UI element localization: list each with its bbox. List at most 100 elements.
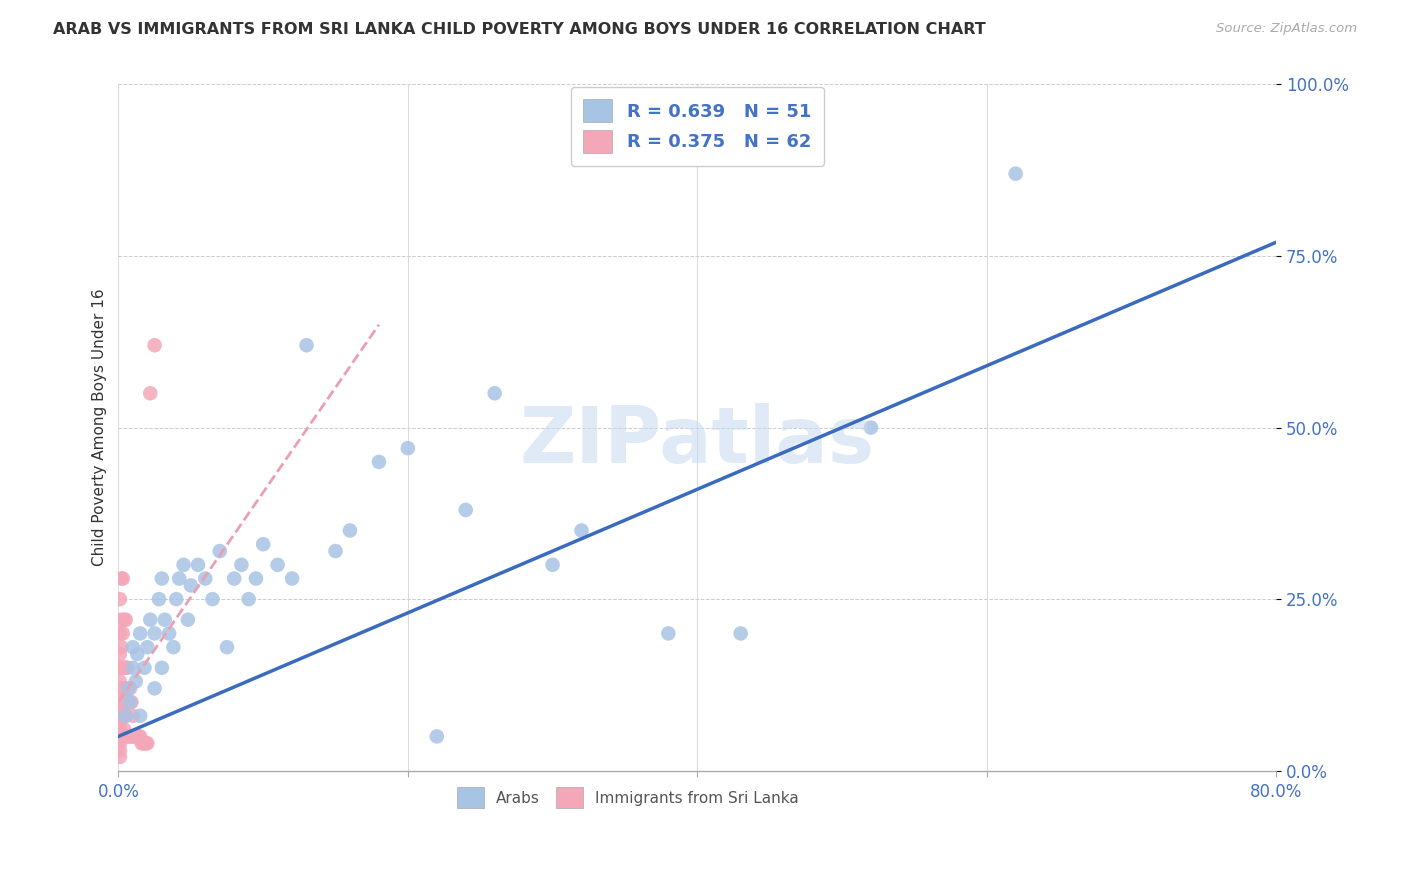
Point [110,572,132,586]
Y-axis label: Child Poverty Among Boys Under 16: Child Poverty Among Boys Under 16 [93,289,107,566]
Point [117,730,139,744]
Point [426,730,449,744]
Point [194,572,217,586]
Point [111,661,134,675]
Point [187,558,209,572]
Point [121,695,143,709]
Point [108,750,131,764]
Point [110,640,132,655]
Point [112,723,135,737]
Point [108,743,131,757]
Point [114,661,136,675]
Point [108,708,131,723]
Point [367,455,389,469]
Point [215,640,238,655]
Point [117,681,139,696]
Point [114,730,136,744]
Point [108,661,131,675]
Point [454,503,477,517]
Point [115,730,138,744]
Point [108,723,131,737]
Point [143,338,166,352]
Point [295,338,318,352]
Point [571,524,593,538]
Point [325,544,347,558]
Point [112,613,135,627]
Point [112,695,135,709]
Point [136,736,159,750]
Point [150,661,173,675]
Point [134,736,156,750]
Point [131,736,153,750]
Point [114,613,136,627]
Point [110,695,132,709]
Point [111,708,134,723]
Point [208,544,231,558]
Point [111,695,134,709]
Point [108,674,131,689]
Point [231,558,253,572]
Point [111,572,134,586]
Legend: Arabs, Immigrants from Sri Lanka: Arabs, Immigrants from Sri Lanka [450,780,806,814]
Point [114,695,136,709]
Point [110,681,132,696]
Point [112,708,135,723]
Point [238,592,260,607]
Point [114,708,136,723]
Point [110,708,132,723]
Point [730,626,752,640]
Point [108,592,131,607]
Point [111,681,134,696]
Text: Source: ZipAtlas.com: Source: ZipAtlas.com [1216,22,1357,36]
Point [396,441,419,455]
Point [111,730,134,744]
Point [108,695,131,709]
Point [108,715,131,730]
Point [173,558,195,572]
Point [129,708,152,723]
Point [165,592,187,607]
Text: ZIPatlas: ZIPatlas [520,403,875,479]
Point [245,572,267,586]
Point [122,640,145,655]
Point [108,730,131,744]
Point [153,613,176,627]
Point [139,613,162,627]
Point [127,647,149,661]
Point [1004,167,1026,181]
Point [143,626,166,640]
Point [129,626,152,640]
Point [108,647,131,661]
Point [118,681,141,696]
Point [134,661,156,675]
Point [541,558,564,572]
Point [157,626,180,640]
Point [108,626,131,640]
Point [167,572,190,586]
Point [859,420,882,434]
Point [148,592,170,607]
Point [129,730,152,744]
Point [122,661,145,675]
Point [136,640,159,655]
Point [657,626,679,640]
Point [118,730,141,744]
Point [125,674,148,689]
Point [180,578,202,592]
Point [110,613,132,627]
Point [150,572,173,586]
Point [162,640,184,655]
Point [266,558,288,572]
Point [125,730,148,744]
Point [122,708,145,723]
Point [115,661,138,675]
Point [224,572,246,586]
Point [108,736,131,750]
Point [121,730,143,744]
Point [281,572,304,586]
Point [339,524,361,538]
Point [111,626,134,640]
Point [114,708,136,723]
Point [201,592,224,607]
Point [108,702,131,716]
